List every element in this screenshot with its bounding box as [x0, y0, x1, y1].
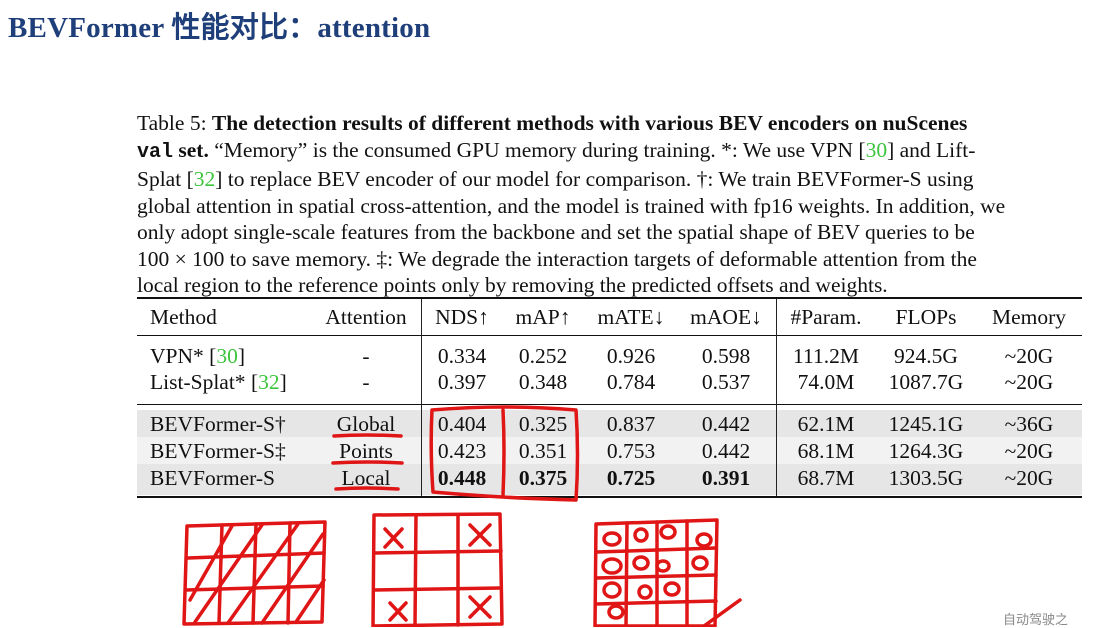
caption-line-6: 100 × 100 to save memory. ‡: We degrade … — [137, 246, 977, 271]
table-top-rule — [137, 297, 1082, 299]
row-attention: - — [362, 344, 370, 368]
row-mate: 0.837 — [606, 412, 656, 436]
row-mate: 0.784 — [606, 370, 656, 394]
row-memory: ~20G — [1004, 344, 1054, 368]
caption-val-word: val — [137, 140, 174, 164]
row-maoe: 0.442 — [701, 412, 751, 436]
caption-line-4: global attention in spatial cross-attent… — [137, 193, 1006, 218]
header-map: mAP↑ — [515, 305, 571, 329]
row-flops: 1245.1G — [888, 412, 964, 436]
row-method: VPN* [30] — [150, 344, 245, 368]
row-flops: 1303.5G — [888, 466, 964, 490]
row-nds: 0.423 — [437, 439, 487, 463]
table-vline-1 — [421, 299, 422, 496]
row-method: BEVFormer-S — [150, 466, 275, 490]
row-maoe-best: 0.391 — [701, 466, 751, 490]
row-nds: 0.334 — [437, 344, 487, 368]
caption-set-word: set. — [178, 137, 209, 162]
row-attention: - — [362, 370, 370, 394]
row-map: 0.348 — [518, 370, 568, 394]
caption-line2-text: “Memory” is the consumed GPU memory duri… — [214, 137, 866, 162]
caption-line-2: val set. “Memory” is the consumed GPU me… — [137, 137, 1093, 167]
row-flops: 1264.3G — [888, 439, 964, 463]
row-param: 111.2M — [793, 344, 859, 368]
row-maoe: 0.598 — [701, 344, 751, 368]
row-map: 0.252 — [518, 344, 568, 368]
caption-line-7: local region to the reference points onl… — [137, 273, 888, 297]
caption-bold-title: The detection results of different metho… — [211, 111, 968, 135]
header-attention: Attention — [325, 305, 407, 329]
row-param: 74.0M — [797, 370, 855, 394]
row-method: BEVFormer-S† — [150, 412, 286, 436]
caption-line-3: Splat [32] to replace BEV encoder of our… — [137, 166, 1093, 193]
row-map-best: 0.375 — [518, 466, 568, 490]
table-group-rule — [137, 404, 1082, 405]
header-nds: NDS↑ — [435, 305, 489, 329]
row-attention: Points — [339, 439, 393, 463]
row-method-text: VPN* — [150, 344, 204, 368]
header-maoe: mAOE↓ — [690, 305, 762, 329]
table-bottom-rule — [137, 496, 1082, 498]
row-flops: 1087.7G — [888, 370, 964, 394]
row-maoe: 0.537 — [701, 370, 751, 394]
row-param: 68.1M — [797, 439, 855, 463]
header-method: Method — [150, 305, 217, 329]
citation-link[interactable]: 30 — [216, 344, 238, 368]
row-shade-2 — [137, 437, 1082, 464]
row-memory: ~20G — [1004, 439, 1054, 463]
row-nds-best: 0.448 — [437, 466, 487, 490]
row-attention: Global — [336, 412, 396, 436]
row-mate: 0.926 — [606, 344, 656, 368]
table-vline-2 — [776, 299, 777, 496]
row-shade-3 — [137, 464, 1082, 495]
citation-link[interactable]: 32 — [258, 370, 280, 394]
caption-line-5: only adopt single-scale features from th… — [137, 220, 975, 244]
sketch-points-grid — [371, 512, 504, 627]
row-param: 68.7M — [797, 466, 855, 490]
row-flops: 924.5G — [894, 344, 958, 368]
table-header-rule — [137, 335, 1082, 336]
row-method-text: List-Splat* — [150, 370, 246, 394]
row-maoe: 0.442 — [701, 439, 751, 463]
row-param: 62.1M — [797, 412, 855, 436]
citation-link-vpn[interactable]: 30 — [865, 137, 888, 162]
header-memory: Memory — [991, 305, 1067, 329]
row-map: 0.325 — [518, 412, 568, 436]
header-flops: FLOPs — [895, 305, 957, 329]
table-caption: Table 5: The detection results of differ… — [137, 110, 1093, 299]
caption-line3-text: ] to replace BEV encoder of our model fo… — [215, 167, 974, 191]
row-memory: ~20G — [1004, 370, 1054, 394]
table-label: Table 5: — [137, 111, 207, 135]
row-attention: Local — [341, 466, 391, 490]
row-map: 0.351 — [518, 439, 568, 463]
watermark: 自动驾驶之 — [1003, 613, 1069, 628]
row-nds: 0.397 — [437, 370, 487, 394]
caption-line2-tail: ] and Lift- — [887, 137, 976, 162]
caption-line3-start: Splat [ — [137, 167, 194, 191]
slide-title: BEVFormer 性能对比：attention — [8, 12, 431, 44]
row-shade-1 — [137, 410, 1082, 437]
citation-link-splat[interactable]: 32 — [193, 167, 216, 191]
header-mate: mATE↓ — [597, 305, 665, 329]
row-memory: ~20G — [1004, 466, 1054, 490]
row-mate-best: 0.725 — [606, 466, 656, 490]
row-mate: 0.753 — [606, 439, 656, 463]
header-param: #Param. — [790, 305, 862, 329]
row-method: BEVFormer-S‡ — [150, 439, 286, 463]
row-nds: 0.404 — [437, 412, 487, 436]
caption-line-1: Table 5: The detection results of differ… — [137, 110, 1093, 137]
row-method: List-Splat* [32] — [150, 370, 287, 394]
row-memory: ~36G — [1004, 412, 1054, 436]
sketch-local-grid — [593, 518, 742, 627]
sketch-global-grid — [182, 520, 327, 626]
